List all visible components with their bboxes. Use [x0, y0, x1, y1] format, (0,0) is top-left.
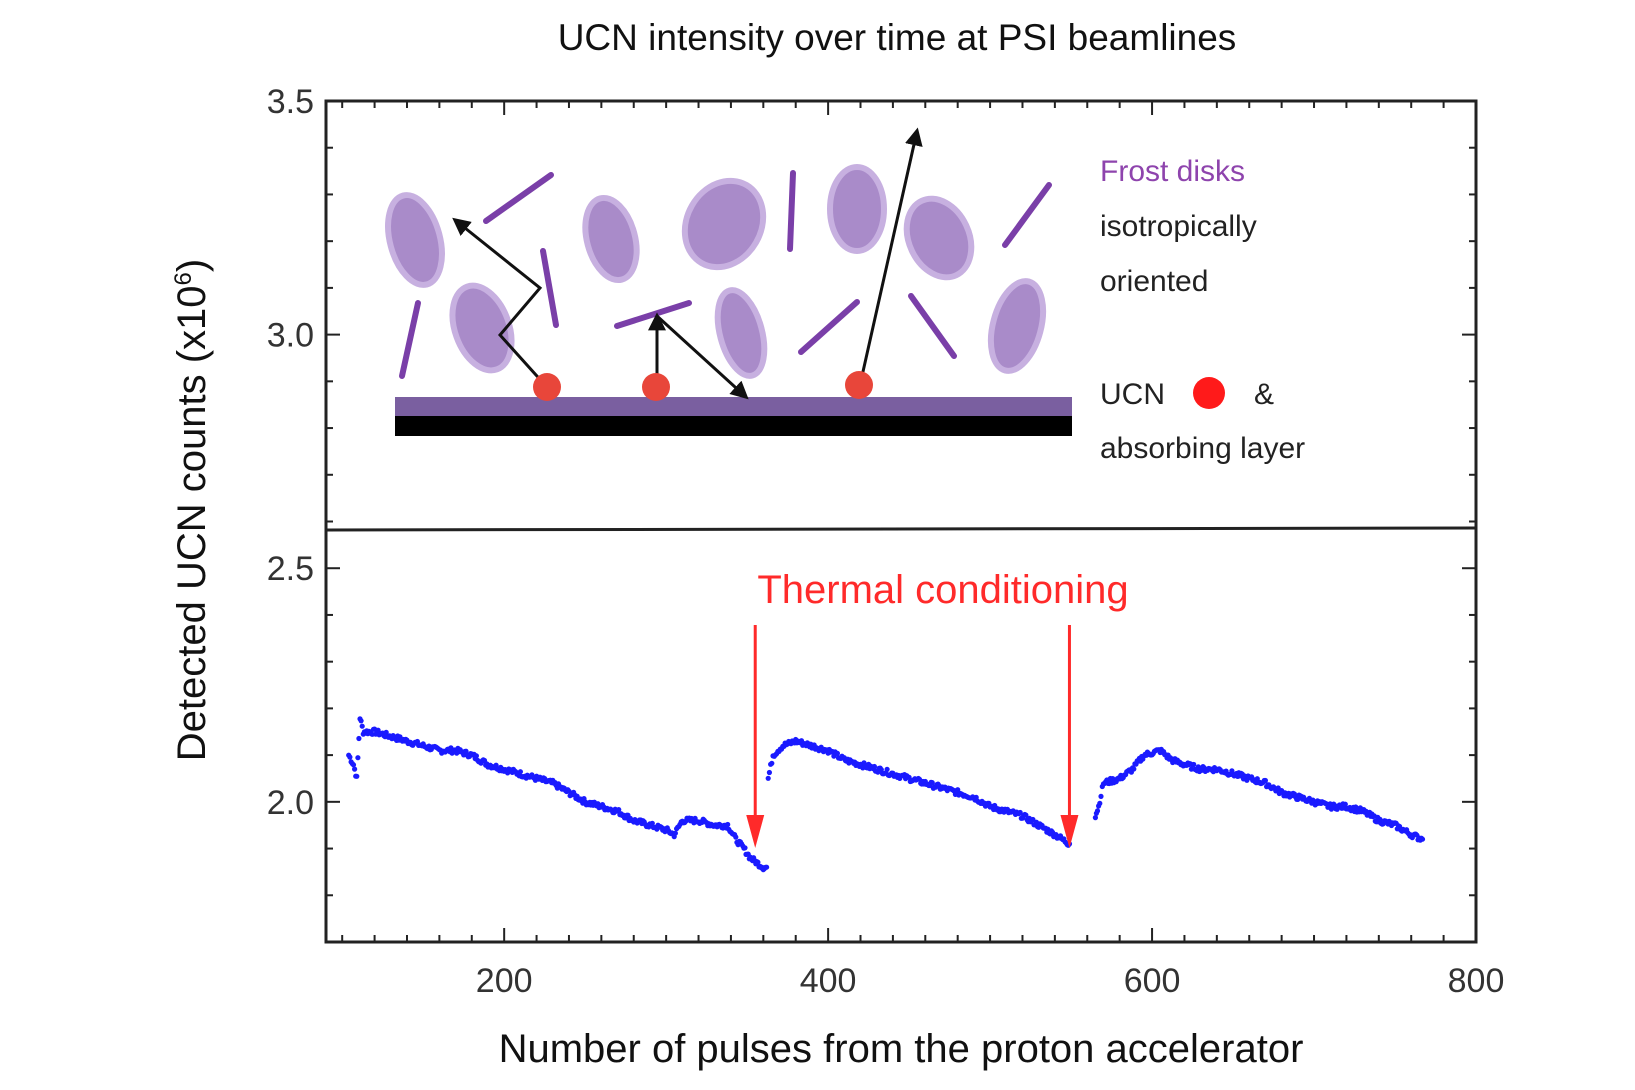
data-point — [347, 754, 353, 760]
data-point — [473, 753, 479, 759]
absorbing-layer-bottom — [395, 416, 1072, 436]
legend-oriented: oriented — [1100, 265, 1208, 298]
x-tick-label: 800 — [1448, 962, 1505, 1000]
data-point — [884, 766, 890, 772]
frost-disk — [449, 282, 515, 374]
frost-stick — [399, 300, 421, 379]
data-point — [1191, 761, 1197, 768]
frost-disk — [987, 278, 1047, 374]
data-point — [733, 834, 739, 840]
data-point — [1342, 801, 1348, 807]
frost-stick — [787, 170, 796, 252]
data-point — [755, 859, 761, 865]
data-point — [765, 775, 771, 781]
frost-stick — [483, 172, 554, 224]
data-point — [359, 723, 365, 729]
plot-frame — [324, 99, 1478, 944]
ucn-data-series — [346, 716, 1426, 873]
frost-disk — [385, 192, 445, 288]
y-tick-label: 2.0 — [267, 784, 314, 822]
ucn-path-1 — [452, 217, 547, 387]
data-point — [929, 780, 935, 786]
frost-disk — [582, 194, 640, 284]
data-point — [672, 830, 679, 836]
data-point — [352, 766, 358, 772]
data-point — [1131, 766, 1137, 772]
ucn-path-4 — [858, 127, 923, 386]
x-tick-label: 600 — [1124, 962, 1181, 1000]
legend-ampersand: & — [1254, 378, 1274, 411]
annotations — [746, 625, 1079, 848]
data-point — [1017, 809, 1023, 816]
chart-title: UCN intensity over time at PSI beamlines — [558, 17, 1237, 58]
data-point — [1023, 812, 1029, 818]
x-tick-label: 200 — [476, 962, 533, 1000]
data-point — [1094, 808, 1101, 814]
frost-stick — [1002, 182, 1052, 248]
data-point — [358, 718, 364, 724]
data-point — [354, 773, 360, 779]
data-point — [871, 763, 878, 770]
legend-isotropically: isotropically — [1100, 210, 1257, 243]
data-point — [649, 820, 655, 826]
legend-ucn: UCN — [1100, 378, 1165, 411]
data-point — [1030, 816, 1036, 823]
data-point — [878, 767, 884, 773]
frost-disk-inset: Frost disks isotropically oriented UCN &… — [385, 127, 1305, 465]
y-axis: 2.0 2.5 3.0 3.5 — [267, 83, 1476, 897]
x-axis: 200 400 600 800 — [341, 101, 1505, 1000]
data-point — [766, 769, 773, 776]
data-point — [1377, 816, 1383, 823]
data-point — [463, 748, 469, 754]
ucn-particles — [533, 371, 873, 401]
y-tick-label: 3.0 — [267, 317, 314, 355]
data-point — [493, 762, 499, 768]
data-point — [764, 864, 770, 870]
y-axis-label: Detected UCN counts (x106) — [170, 259, 214, 761]
data-point — [1098, 793, 1104, 800]
data-point — [355, 755, 361, 761]
y-tick-label: 2.5 — [267, 550, 314, 588]
x-tick-label: 400 — [800, 962, 857, 1000]
frost-stick — [540, 248, 559, 328]
data-point — [1419, 836, 1426, 842]
frost-disk — [714, 287, 768, 379]
absorbing-layer-top — [395, 397, 1072, 419]
ucn-particle — [533, 373, 561, 401]
data-point — [834, 750, 841, 757]
frost-disk — [903, 195, 975, 281]
frost-stick — [798, 299, 860, 355]
frost-stick — [908, 293, 957, 359]
thermal-conditioning-label: Thermal conditioning — [757, 568, 1128, 612]
data-point — [906, 774, 912, 780]
data-point — [350, 762, 357, 768]
thermal-arrow-head — [1060, 815, 1079, 848]
frost-disk — [827, 164, 887, 254]
ucn-path-3 — [655, 314, 749, 400]
data-point — [1097, 800, 1103, 807]
frost-sticks — [399, 170, 1052, 379]
data-point — [1262, 777, 1268, 784]
x-axis-label: Number of pulses from the proton acceler… — [499, 1027, 1304, 1071]
panel-divider — [325, 526, 1477, 532]
data-point — [1092, 815, 1098, 821]
thermal-arrow-head — [746, 815, 765, 848]
legend-frost-disks: Frost disks — [1100, 155, 1245, 188]
data-point — [742, 845, 748, 851]
legend-ucn-marker — [1193, 377, 1225, 409]
frost-disks — [385, 164, 1047, 379]
y-tick-label: 3.5 — [267, 83, 314, 121]
data-point — [356, 735, 362, 742]
frost-stick — [614, 300, 692, 329]
ucn-particle — [642, 373, 670, 401]
data-point — [725, 821, 731, 828]
data-point — [769, 760, 775, 766]
data-point — [517, 769, 524, 775]
ucn-particle — [845, 371, 873, 399]
data-point — [616, 807, 622, 813]
frost-disk — [681, 177, 767, 271]
legend-absorbing-layer: absorbing layer — [1100, 432, 1305, 465]
